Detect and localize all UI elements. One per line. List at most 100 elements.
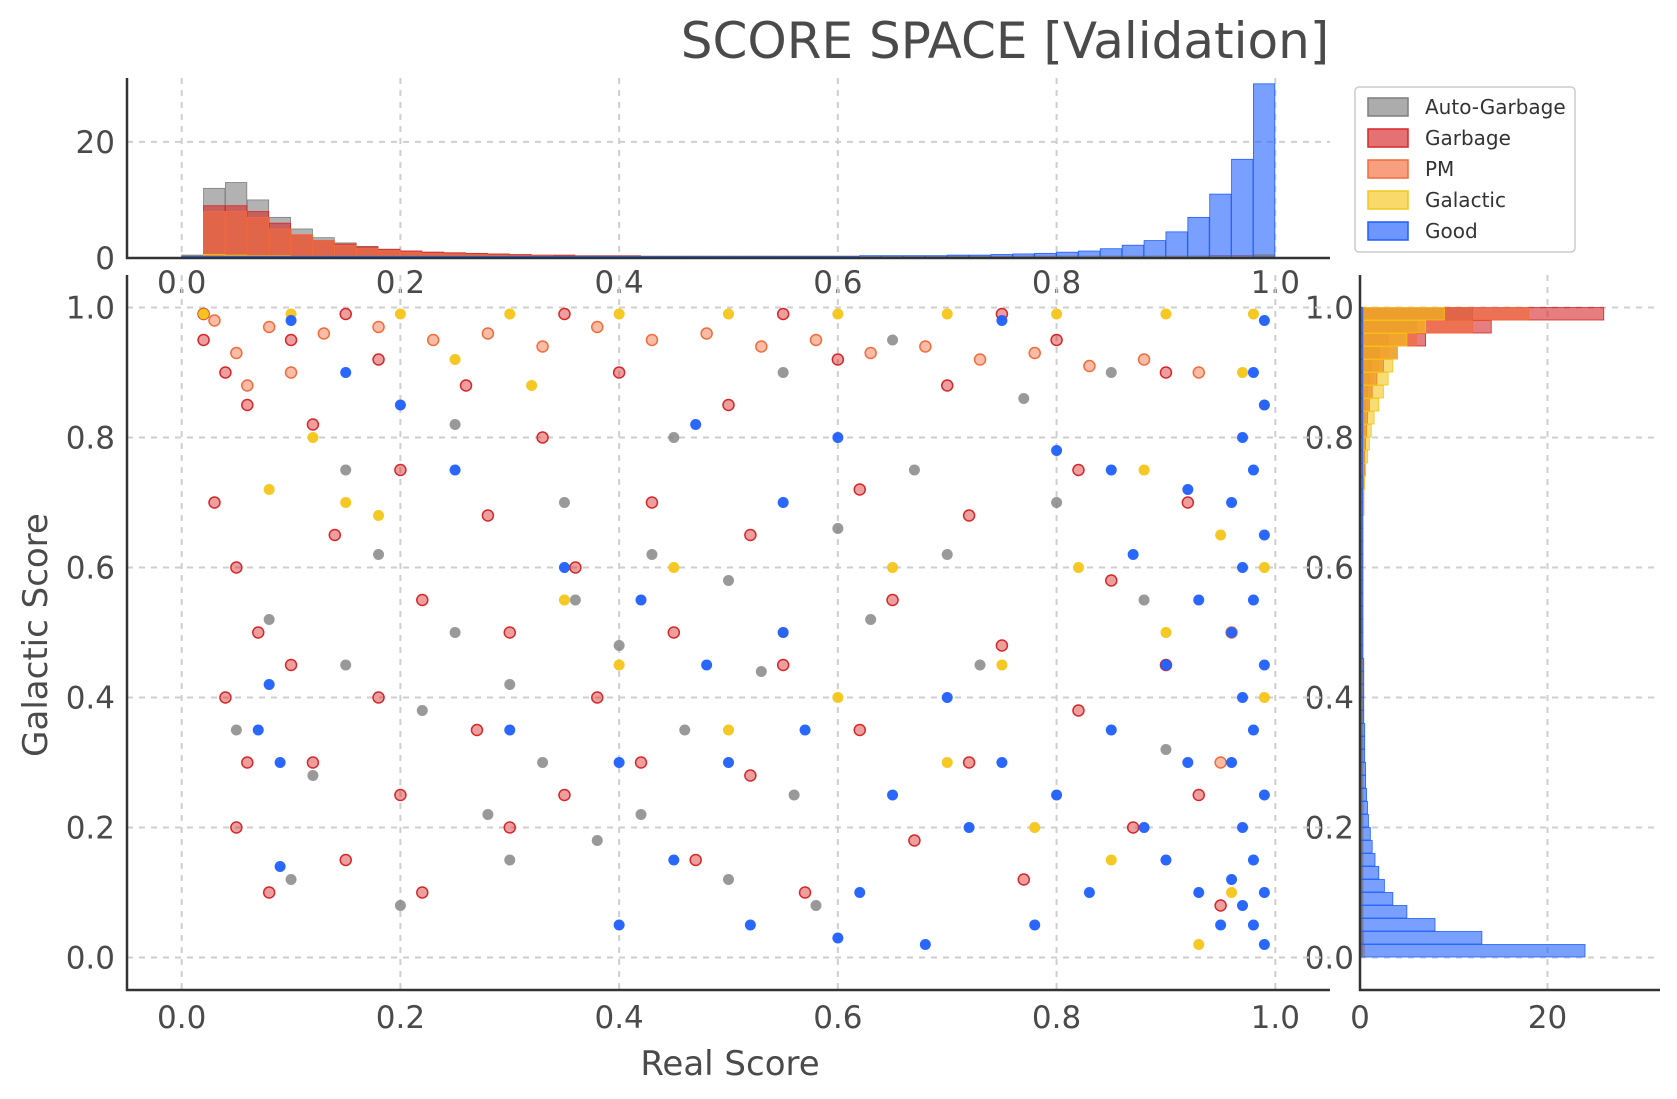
- point-galactic: [1072, 562, 1084, 573]
- point-pm: [317, 327, 331, 340]
- scatter-points: [197, 307, 1270, 950]
- point-garbage: [251, 626, 265, 639]
- legend-swatch-good: [1367, 221, 1409, 241]
- x-tick-label: 0.4: [594, 1000, 643, 1036]
- point-auto-garbage: [887, 334, 899, 346]
- point-good: [1182, 484, 1194, 495]
- y-tick-label: 0.4: [66, 681, 115, 717]
- scatter-axes: 0.0 0.2 0.4 0.6 0.8 1.0 0.0 0.2 0.4 0.6 0.8 1.0: [66, 275, 1330, 1036]
- point-galactic: [1247, 308, 1259, 320]
- point-auto-garbage: [394, 900, 406, 911]
- point-garbage: [306, 418, 320, 431]
- top-histogram-spines: [125, 78, 1330, 260]
- point-garbage: [459, 379, 473, 392]
- point-good: [668, 854, 680, 866]
- scatter-grid: [127, 275, 1330, 990]
- point-auto-garbage: [613, 640, 625, 651]
- legend-label-auto-garbage: Auto-Garbage: [1425, 95, 1566, 119]
- y-tick-label: 0.8: [66, 421, 115, 457]
- point-good: [701, 659, 713, 671]
- top-x-tick-label: 0.8: [1032, 265, 1081, 301]
- point-auto-garbage: [723, 575, 734, 586]
- point-pm: [536, 340, 549, 353]
- point-good: [832, 432, 844, 443]
- top-x-tick-label: 1.0: [1251, 265, 1300, 301]
- point-galactic: [1258, 692, 1270, 703]
- point-auto-garbage: [373, 549, 385, 560]
- point-galactic: [340, 497, 352, 508]
- point-good: [1247, 724, 1259, 736]
- y-tick-label: 0.6: [66, 551, 115, 587]
- point-galactic: [613, 308, 625, 320]
- top-y-tick-label: 20: [76, 125, 115, 161]
- legend: Auto-Garbage Garbage PM Galactic Good: [1354, 86, 1576, 253]
- point-garbage: [339, 307, 352, 321]
- right-hist-bar-good: [1359, 866, 1380, 880]
- point-good: [1258, 315, 1270, 326]
- point-good: [1258, 887, 1270, 898]
- point-auto-garbage: [941, 549, 953, 560]
- point-good: [723, 757, 734, 768]
- top-hist-bar-pm: [225, 211, 248, 259]
- right-hist-pm: [1359, 307, 1530, 958]
- point-good: [635, 594, 647, 606]
- point-good: [1127, 549, 1139, 560]
- point-garbage: [219, 691, 232, 704]
- point-auto-garbage: [974, 659, 986, 671]
- x-tick-label: 0.2: [376, 1000, 425, 1036]
- point-pm: [230, 346, 243, 360]
- point-good: [1247, 367, 1259, 378]
- point-galactic: [263, 484, 275, 495]
- point-garbage: [372, 353, 385, 366]
- point-pm: [1137, 353, 1151, 366]
- top-hist-bar-good: [1209, 193, 1232, 259]
- right-hist-bar-good: [1359, 944, 1586, 958]
- point-good: [777, 627, 789, 638]
- point-good: [558, 562, 570, 573]
- legend-frame: [1354, 86, 1576, 253]
- point-auto-garbage: [723, 874, 734, 885]
- point-galactic: [941, 757, 953, 768]
- point-good: [1160, 854, 1172, 866]
- top-hist-bar-good: [1231, 158, 1254, 259]
- point-good: [1226, 874, 1238, 885]
- point-garbage: [689, 853, 702, 867]
- point-galactic: [526, 380, 538, 391]
- point-garbage: [394, 788, 407, 802]
- point-garbage: [328, 528, 342, 542]
- top-hist-bar-good: [1121, 244, 1144, 259]
- point-good: [1247, 594, 1259, 606]
- point-good: [263, 679, 275, 690]
- legend-swatch-auto-garbage: [1367, 97, 1409, 117]
- point-auto-garbage: [558, 497, 570, 508]
- top-hist-bar-pm: [246, 216, 270, 259]
- right-histogram-axes: 0.00.20.40.60.81.00 20: [1305, 275, 1660, 1036]
- top-histogram: 0.0 0.2 0.4 0.6 0.8 1.0 0 20: [76, 78, 1330, 301]
- point-good: [274, 861, 286, 872]
- point-galactic: [1051, 308, 1063, 320]
- point-pm: [284, 366, 298, 379]
- top-x-tick-label: 0.0: [157, 265, 206, 301]
- right-hist-bar-galactic: [1359, 333, 1408, 347]
- point-garbage: [853, 483, 866, 496]
- point-good: [777, 497, 789, 508]
- point-galactic: [1258, 562, 1270, 573]
- point-good: [799, 724, 811, 736]
- point-garbage: [962, 756, 976, 769]
- point-galactic: [1105, 854, 1117, 866]
- x-tick-label: 0.8: [1032, 1000, 1081, 1036]
- point-garbage: [1050, 333, 1063, 347]
- legend-swatch-garbage: [1367, 128, 1409, 148]
- scatter-spines: [125, 275, 1330, 992]
- point-garbage: [394, 463, 407, 477]
- point-auto-garbage: [230, 724, 242, 736]
- x-tick-label: 0.0: [157, 1000, 206, 1036]
- point-auto-garbage: [482, 809, 494, 820]
- point-good: [887, 789, 899, 801]
- point-garbage: [1181, 496, 1195, 509]
- point-garbage: [908, 834, 921, 847]
- point-pm: [262, 320, 276, 334]
- top-hist-bar-good: [1165, 231, 1188, 259]
- point-good: [1226, 757, 1238, 768]
- point-garbage: [536, 431, 549, 444]
